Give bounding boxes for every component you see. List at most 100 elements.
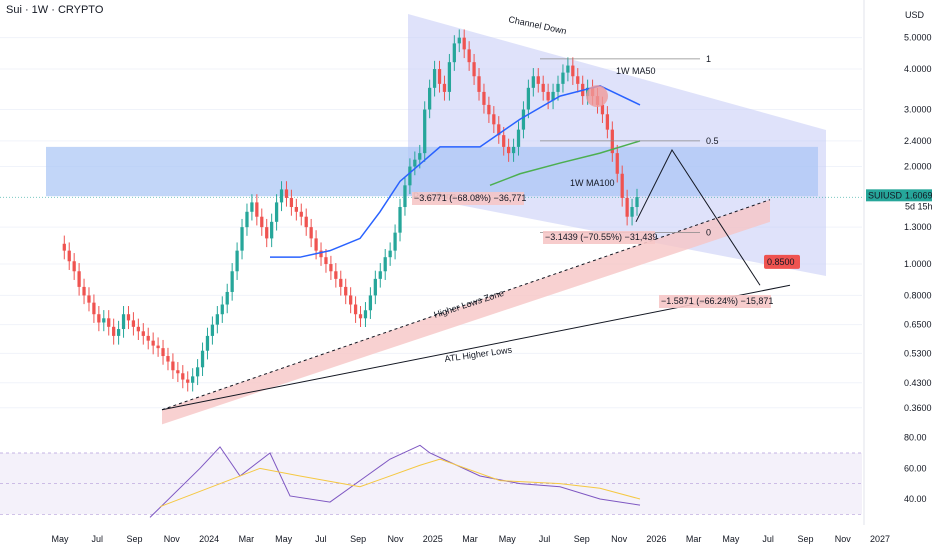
symbol-badge-bg xyxy=(866,189,904,202)
candle-body xyxy=(255,202,259,217)
candle-body xyxy=(270,221,274,239)
candle-body xyxy=(388,250,392,258)
candle-body xyxy=(92,302,96,315)
candle-body xyxy=(304,216,308,228)
candle-body xyxy=(156,345,160,349)
candle-body xyxy=(353,304,358,315)
price-tick-label: 4.0000 xyxy=(904,64,932,74)
candle-body xyxy=(77,271,81,287)
higher-lows-zone xyxy=(162,199,770,425)
candle-body xyxy=(620,173,624,198)
ma50-touch-marker xyxy=(586,85,608,108)
candle-body xyxy=(210,324,215,336)
rsi-line xyxy=(149,444,641,518)
candle-body xyxy=(87,295,91,303)
time-tick-label: Sep xyxy=(797,534,813,544)
candle-body xyxy=(176,370,180,374)
price-tick-label: 3.0000 xyxy=(904,105,932,115)
price-badge-bg xyxy=(904,189,932,202)
time-tick-label: Jul xyxy=(762,534,774,544)
candle-body xyxy=(200,350,205,368)
candle-body xyxy=(334,271,338,279)
candle-body xyxy=(274,202,279,222)
candle-body xyxy=(413,159,417,167)
candle-body xyxy=(195,367,200,377)
candle-body xyxy=(452,43,456,63)
time-tick-label: 2026 xyxy=(646,534,666,544)
candle-body xyxy=(437,69,442,84)
candle-body xyxy=(418,153,422,160)
candle-body xyxy=(191,376,195,383)
price-tick-label: 2.4000 xyxy=(904,136,932,146)
candle-body xyxy=(141,331,145,336)
candle-body xyxy=(526,87,531,110)
time-tick-label: Jul xyxy=(92,534,104,544)
candle-body xyxy=(373,278,377,296)
candle-body xyxy=(319,250,323,258)
candle-body xyxy=(225,291,229,305)
candle-body xyxy=(403,185,407,208)
time-tick-label: May xyxy=(722,534,740,544)
candle-body xyxy=(368,295,373,311)
candle-body xyxy=(299,211,303,217)
price-tick-label: 0.4300 xyxy=(904,378,932,388)
candle-body xyxy=(393,232,397,251)
ma100-line xyxy=(489,140,641,187)
time-tick-label: Nov xyxy=(164,534,181,544)
candle-body xyxy=(423,109,427,154)
candle-body xyxy=(398,207,402,233)
candle-body xyxy=(107,318,111,327)
candle-body xyxy=(151,340,155,346)
higher-lows-line xyxy=(161,199,771,411)
channel-down-label: Channel Down xyxy=(508,14,568,36)
target-badge-bg xyxy=(764,254,800,269)
target-badge: 0.8500 xyxy=(767,257,795,267)
candle-body xyxy=(383,257,387,272)
ma50-line xyxy=(270,85,641,258)
candle-body xyxy=(358,314,363,319)
candle-body xyxy=(240,227,244,251)
candle-body xyxy=(442,83,447,92)
candle-body xyxy=(181,373,185,380)
candle-body xyxy=(102,318,106,323)
candle-body xyxy=(615,153,619,174)
time-tick-label: Jul xyxy=(539,534,551,544)
candle-body xyxy=(502,135,506,147)
fib-label: 0.5 xyxy=(706,136,719,146)
candle-body xyxy=(260,216,264,228)
candle-body xyxy=(146,335,150,341)
candle-body xyxy=(378,271,382,279)
candle-body xyxy=(171,361,175,371)
price-badge: 1.6069 xyxy=(905,190,932,200)
symbol-title: Sui · 1W · CRYPTO xyxy=(6,4,104,16)
candle-body xyxy=(492,114,496,125)
candle-body xyxy=(541,83,545,92)
price-tick-label: 1.0000 xyxy=(904,259,932,269)
candle-body xyxy=(235,250,239,272)
projection-path xyxy=(635,148,761,286)
ma100-label: 1W MA100 xyxy=(570,178,615,188)
candle-body xyxy=(630,207,634,217)
candle-body xyxy=(507,146,511,154)
rsi-ma-line xyxy=(159,458,641,508)
candle-body xyxy=(250,202,254,212)
time-tick-label: 2027 xyxy=(870,534,890,544)
candle-body xyxy=(457,37,461,44)
time-tick-label: Mar xyxy=(462,534,478,544)
candle-body xyxy=(131,320,136,327)
rsi-band xyxy=(0,453,862,515)
time-tick-label: Sep xyxy=(574,534,590,544)
candle-body xyxy=(531,76,535,88)
price-tick-label: 2.0000 xyxy=(904,162,932,172)
time-tick-label: Sep xyxy=(350,534,366,544)
candle-body xyxy=(294,207,298,212)
candle-body xyxy=(511,146,516,154)
price-tick-label: 0.6500 xyxy=(904,320,932,330)
candle-body xyxy=(284,189,289,198)
candle-body xyxy=(467,49,471,63)
candle-body xyxy=(546,91,550,101)
candle-body xyxy=(625,197,629,217)
candle-body xyxy=(126,314,131,321)
candle-body xyxy=(245,211,249,228)
